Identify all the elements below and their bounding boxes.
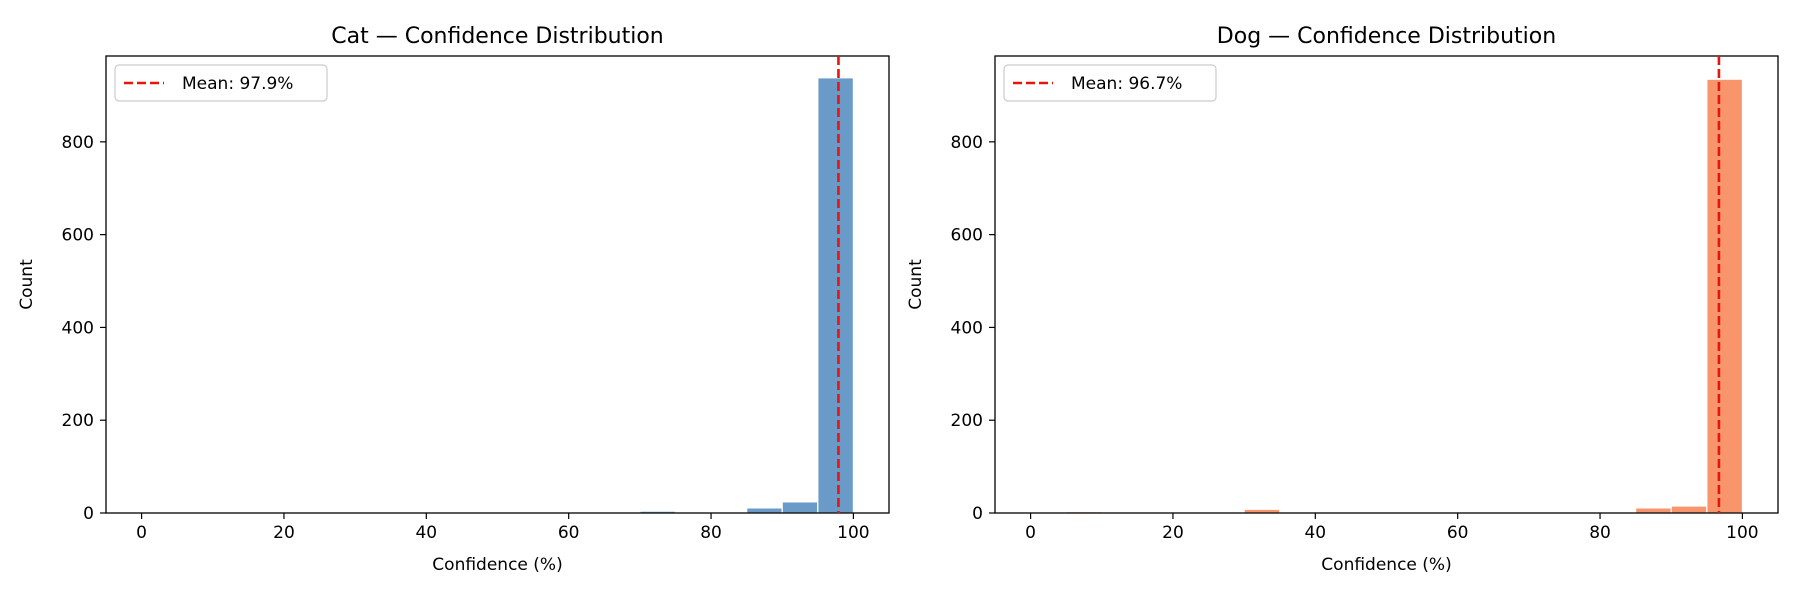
cat-x-tick-label-20: 20 (273, 523, 295, 543)
cat-chart-title: Cat — Confidence Distribution (331, 24, 664, 49)
dog-bar-85 (1635, 507, 1672, 514)
cat-bar-85 (746, 507, 783, 514)
dog-legend-mean-label: Mean: 96.7% (1071, 74, 1182, 94)
cat-x-tick-label-80: 80 (700, 523, 722, 543)
dog-chart-title: Dog — Confidence Distribution (1217, 24, 1556, 49)
dog-x-tick-label-100: 100 (1726, 523, 1758, 543)
cat-x-axis-label: Confidence (%) (432, 555, 562, 575)
dog-legend: Mean: 96.7% (1003, 64, 1217, 102)
dog-x-tick-label-60: 60 (1447, 523, 1469, 543)
dog-y-ticks: 0 200 400 600 800 (951, 133, 995, 524)
dog-y-tick-label-800: 800 (951, 133, 983, 153)
cat-bars (639, 77, 855, 514)
cat-axes-frame (105, 55, 890, 514)
dog-bar-95 (1706, 78, 1744, 514)
dog-y-tick-label-400: 400 (951, 318, 983, 338)
dog-x-ticks: 0 20 40 60 80 100 (1025, 513, 1759, 543)
dog-y-axis-label: Count (906, 259, 926, 310)
dog-x-tick-label-20: 20 (1162, 523, 1184, 543)
cat-x-tick-label-60: 60 (558, 523, 580, 543)
cat-y-ticks: 0 200 400 600 800 (62, 133, 106, 524)
dog-x-axis-label: Confidence (%) (1321, 555, 1451, 575)
cat-x-tick-label-0: 0 (136, 523, 147, 543)
dog-histogram-panel: Dog — Confidence Distribution Confidence… (906, 24, 1779, 575)
dog-x-tick-label-80: 80 (1589, 523, 1611, 543)
cat-x-ticks: 0 20 40 60 80 100 (136, 513, 870, 543)
cat-y-tick-label-0: 0 (83, 504, 94, 524)
cat-legend-mean-label: Mean: 97.9% (182, 74, 293, 94)
cat-histogram-panel: Cat — Confidence Distribution Confidence… (17, 24, 890, 575)
cat-legend-box (114, 64, 328, 102)
cat-bar-95 (817, 77, 855, 514)
dog-bar-90 (1670, 505, 1708, 514)
dog-y-tick-label-600: 600 (951, 226, 983, 246)
cat-y-axis-label: Count (17, 259, 37, 310)
dog-x-tick-label-40: 40 (1304, 523, 1326, 543)
dog-legend-box (1003, 64, 1217, 102)
dog-y-tick-label-0: 0 (972, 504, 983, 524)
dog-bars (1065, 78, 1744, 514)
cat-y-tick-label-600: 600 (62, 226, 94, 246)
cat-x-tick-label-40: 40 (415, 523, 437, 543)
dog-y-tick-label-200: 200 (951, 411, 983, 431)
cat-y-tick-label-200: 200 (62, 411, 94, 431)
cat-bar-90 (781, 501, 819, 514)
dog-x-tick-label-0: 0 (1025, 523, 1036, 543)
cat-y-tick-label-800: 800 (62, 133, 94, 153)
cat-x-tick-label-100: 100 (837, 523, 869, 543)
cat-y-tick-label-400: 400 (62, 318, 94, 338)
cat-legend: Mean: 97.9% (114, 64, 328, 102)
dog-axes-frame (994, 55, 1779, 514)
